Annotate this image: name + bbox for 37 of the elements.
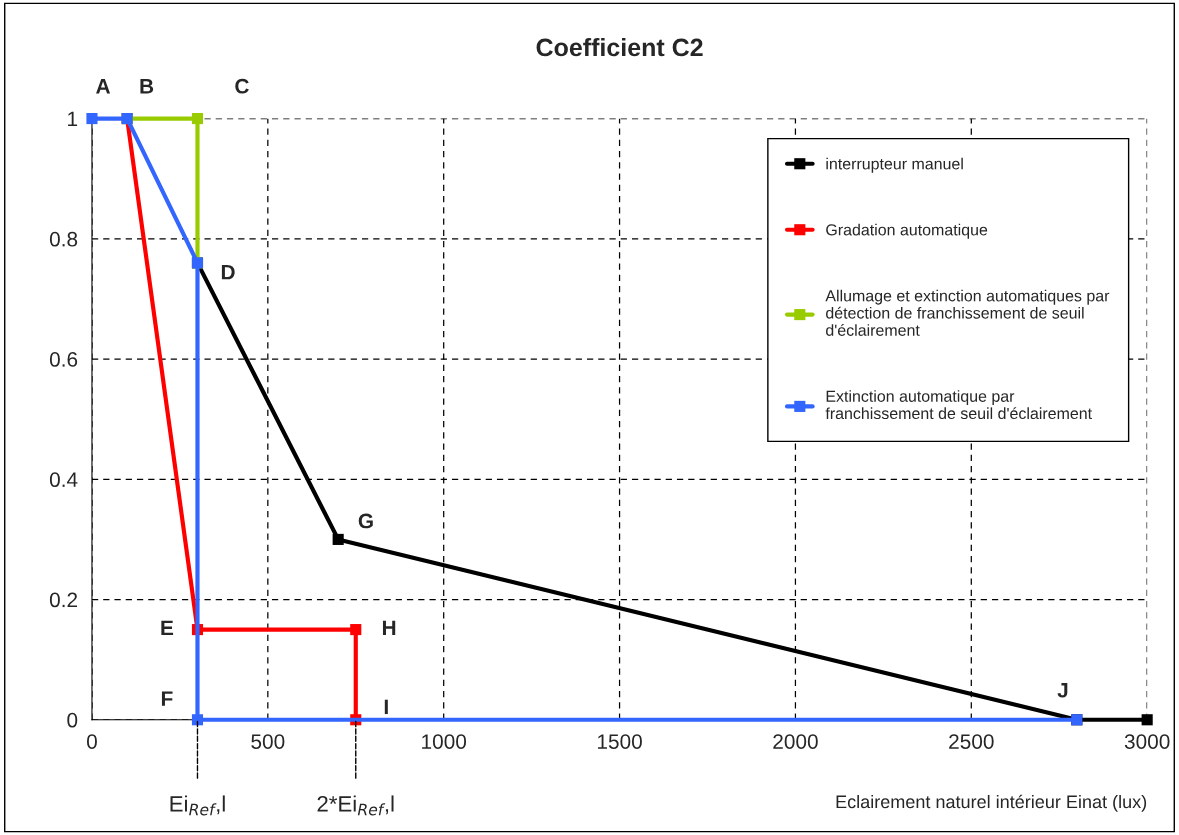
legend-label: Gradation automatique [826, 223, 988, 239]
annotation: A [96, 79, 111, 94]
x-tick-label: 0 [86, 734, 97, 749]
point [86, 113, 98, 125]
x-tick-label: 2500 [949, 734, 994, 749]
point [191, 113, 204, 125]
x-tick-label: 3000 [1124, 734, 1170, 749]
point [191, 714, 204, 726]
y-tick-label: 0 [67, 712, 78, 728]
annotation: D [221, 265, 235, 280]
y-tick-label: 0.2 [49, 592, 78, 608]
annotation: G [358, 513, 373, 529]
x-axis-title: Eclairement naturel intérieur Einat (lux) [836, 794, 1147, 812]
legend-label: Extinction automatique par franchissement de seuil d'éclairement [825, 390, 1092, 420]
legend-label: Allumage et extinction automatiques par détection de franchissement de seuil d'éclairement [825, 289, 1110, 336]
annotation: B [140, 79, 154, 94]
annotation: H [382, 620, 396, 635]
chart-title: Coefficient C2 [536, 37, 703, 57]
annotation: C [235, 78, 249, 94]
point [332, 533, 344, 545]
x-tick-label: 500 [251, 734, 285, 749]
annotation: 2*Ei$_{Ref}$,l [317, 795, 394, 816]
y-tick-label: 0.4 [49, 472, 78, 488]
annotation: I [384, 699, 388, 715]
point [1141, 714, 1153, 726]
annotation: F [161, 691, 173, 706]
x-tick-label: 2000 [773, 734, 818, 749]
annotation: E [161, 620, 174, 635]
y-tick-label: 0.8 [49, 231, 78, 247]
x-tick-label: 1500 [597, 734, 642, 749]
legend-label: interrupteur manuel [826, 157, 963, 173]
annotation: J [1057, 683, 1068, 698]
x-tick-label: 1000 [422, 734, 467, 749]
y-tick-label: 1 [68, 111, 78, 127]
y-tick-label: 0.6 [49, 352, 78, 367]
annotation: Ei$_{Ref}$,l [170, 795, 225, 816]
point [350, 624, 362, 636]
